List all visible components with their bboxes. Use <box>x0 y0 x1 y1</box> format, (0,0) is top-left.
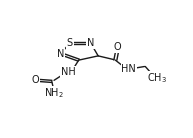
Text: HN: HN <box>121 64 136 74</box>
Text: CH$_3$: CH$_3$ <box>147 71 167 85</box>
Text: NH: NH <box>61 67 76 77</box>
Text: O: O <box>114 42 121 52</box>
Text: O: O <box>31 75 39 85</box>
Text: NH$_2$: NH$_2$ <box>44 87 64 100</box>
Text: N: N <box>57 49 64 59</box>
Text: S: S <box>67 38 73 48</box>
Text: N: N <box>87 38 94 48</box>
